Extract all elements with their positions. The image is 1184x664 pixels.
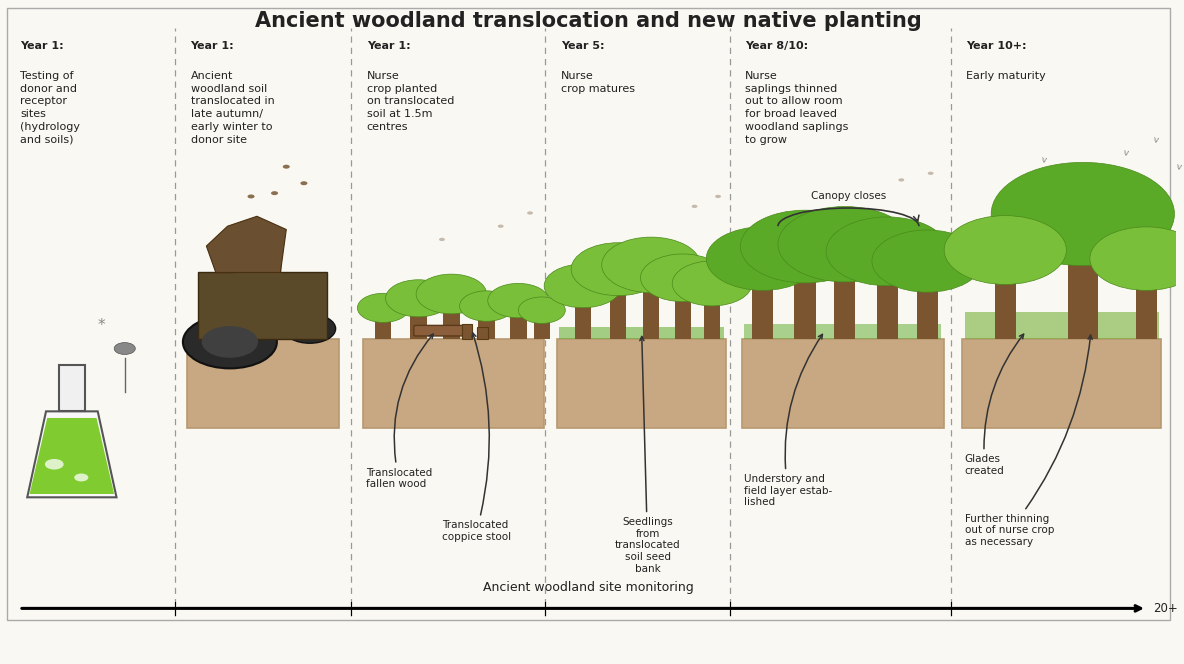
Text: Ancient woodland translocation and new native planting: Ancient woodland translocation and new n… bbox=[256, 11, 922, 31]
Bar bbox=[462, 324, 472, 339]
Circle shape bbox=[75, 473, 89, 481]
Circle shape bbox=[386, 280, 451, 317]
Circle shape bbox=[826, 217, 948, 286]
Circle shape bbox=[416, 274, 487, 314]
Circle shape bbox=[527, 211, 533, 214]
Bar bbox=[574, 302, 591, 339]
Bar bbox=[963, 339, 1162, 428]
Circle shape bbox=[488, 284, 549, 318]
Text: Year 1:: Year 1: bbox=[367, 41, 411, 51]
Circle shape bbox=[641, 254, 725, 301]
Text: Year 1:: Year 1: bbox=[191, 41, 234, 51]
Bar bbox=[995, 276, 1016, 339]
Text: Nurse
crop matures: Nurse crop matures bbox=[560, 71, 635, 94]
Circle shape bbox=[944, 216, 1067, 284]
Text: *: * bbox=[97, 318, 105, 333]
Bar bbox=[1135, 282, 1157, 339]
Text: Ancient
woodland soil
translocated in
late autumn/
early winter to
donor site: Ancient woodland soil translocated in la… bbox=[191, 71, 275, 145]
Circle shape bbox=[871, 230, 983, 292]
Circle shape bbox=[247, 195, 255, 199]
Bar bbox=[704, 300, 720, 339]
Bar bbox=[375, 319, 392, 339]
Text: v: v bbox=[1122, 149, 1130, 159]
Bar bbox=[510, 313, 527, 339]
Circle shape bbox=[715, 195, 721, 198]
Circle shape bbox=[601, 237, 701, 293]
Circle shape bbox=[439, 238, 445, 241]
Polygon shape bbox=[198, 246, 328, 339]
Text: Year 10+:: Year 10+: bbox=[966, 41, 1027, 51]
Bar bbox=[477, 327, 488, 339]
Bar bbox=[534, 320, 551, 339]
Bar bbox=[675, 295, 691, 339]
Bar bbox=[1068, 253, 1098, 339]
Circle shape bbox=[45, 459, 64, 469]
Text: v: v bbox=[1152, 135, 1159, 145]
Text: Glades
created: Glades created bbox=[965, 334, 1024, 476]
Circle shape bbox=[571, 243, 665, 295]
Circle shape bbox=[1089, 227, 1184, 290]
Text: Translocated
coppice stool: Translocated coppice stool bbox=[442, 333, 511, 542]
Circle shape bbox=[707, 227, 819, 290]
Polygon shape bbox=[27, 411, 116, 497]
Bar bbox=[752, 282, 773, 339]
Text: Nurse
crop planted
on translocated
soil at 1.5m
centres: Nurse crop planted on translocated soil … bbox=[367, 71, 455, 132]
Circle shape bbox=[545, 264, 622, 307]
Circle shape bbox=[740, 210, 869, 283]
Bar bbox=[410, 312, 426, 339]
Circle shape bbox=[271, 191, 278, 195]
Circle shape bbox=[201, 326, 258, 358]
Bar bbox=[741, 339, 944, 428]
Text: 20+: 20+ bbox=[1153, 602, 1177, 615]
Circle shape bbox=[459, 291, 514, 321]
Circle shape bbox=[497, 224, 503, 228]
Text: Year 5:: Year 5: bbox=[560, 41, 604, 51]
Text: Testing of
donor and
receptor
sites
(hydrology
and soils): Testing of donor and receptor sites (hyd… bbox=[20, 71, 81, 145]
Circle shape bbox=[673, 261, 752, 306]
Text: Year 8/10:: Year 8/10: bbox=[745, 41, 809, 51]
Text: Early maturity: Early maturity bbox=[966, 71, 1045, 81]
Bar bbox=[187, 339, 339, 428]
Bar bbox=[835, 272, 856, 339]
Text: v: v bbox=[1176, 162, 1183, 171]
Circle shape bbox=[114, 343, 135, 355]
Circle shape bbox=[301, 181, 308, 185]
Bar bbox=[443, 309, 459, 339]
Polygon shape bbox=[30, 418, 114, 494]
Circle shape bbox=[899, 178, 905, 181]
Text: Seedlings
from
translocated
soil seed
bank: Seedlings from translocated soil seed ba… bbox=[614, 337, 681, 574]
Circle shape bbox=[519, 297, 565, 323]
Circle shape bbox=[991, 163, 1175, 266]
Bar bbox=[794, 274, 816, 339]
Bar bbox=[916, 284, 938, 339]
Bar bbox=[59, 365, 85, 411]
Text: Understory and
field layer estab-
lished: Understory and field layer estab- lished bbox=[744, 335, 832, 507]
Polygon shape bbox=[206, 216, 287, 272]
Text: Year 1:: Year 1: bbox=[20, 41, 64, 51]
Bar bbox=[559, 327, 723, 339]
Text: Canopy closes: Canopy closes bbox=[811, 191, 886, 201]
Circle shape bbox=[284, 314, 335, 343]
FancyBboxPatch shape bbox=[413, 325, 465, 336]
Bar bbox=[744, 324, 941, 339]
Text: v: v bbox=[1041, 155, 1048, 165]
Bar bbox=[478, 317, 495, 339]
Circle shape bbox=[358, 293, 408, 323]
Bar bbox=[610, 289, 626, 339]
Circle shape bbox=[283, 165, 290, 169]
Bar bbox=[876, 277, 897, 339]
Bar bbox=[643, 286, 659, 339]
Bar bbox=[363, 339, 545, 428]
Text: Nurse
saplings thinned
out to allow room
for broad leaved
woodland saplings
to g: Nurse saplings thinned out to allow room… bbox=[745, 71, 849, 145]
Circle shape bbox=[182, 315, 277, 369]
Text: Ancient woodland site monitoring: Ancient woodland site monitoring bbox=[483, 581, 694, 594]
Circle shape bbox=[691, 205, 697, 208]
Text: Further thinning
out of nurse crop
as necessary: Further thinning out of nurse crop as ne… bbox=[965, 335, 1092, 547]
Circle shape bbox=[778, 207, 912, 282]
Bar bbox=[558, 339, 726, 428]
Text: Translocated
fallen wood: Translocated fallen wood bbox=[366, 334, 433, 489]
Circle shape bbox=[928, 172, 934, 175]
Bar bbox=[965, 312, 1159, 339]
